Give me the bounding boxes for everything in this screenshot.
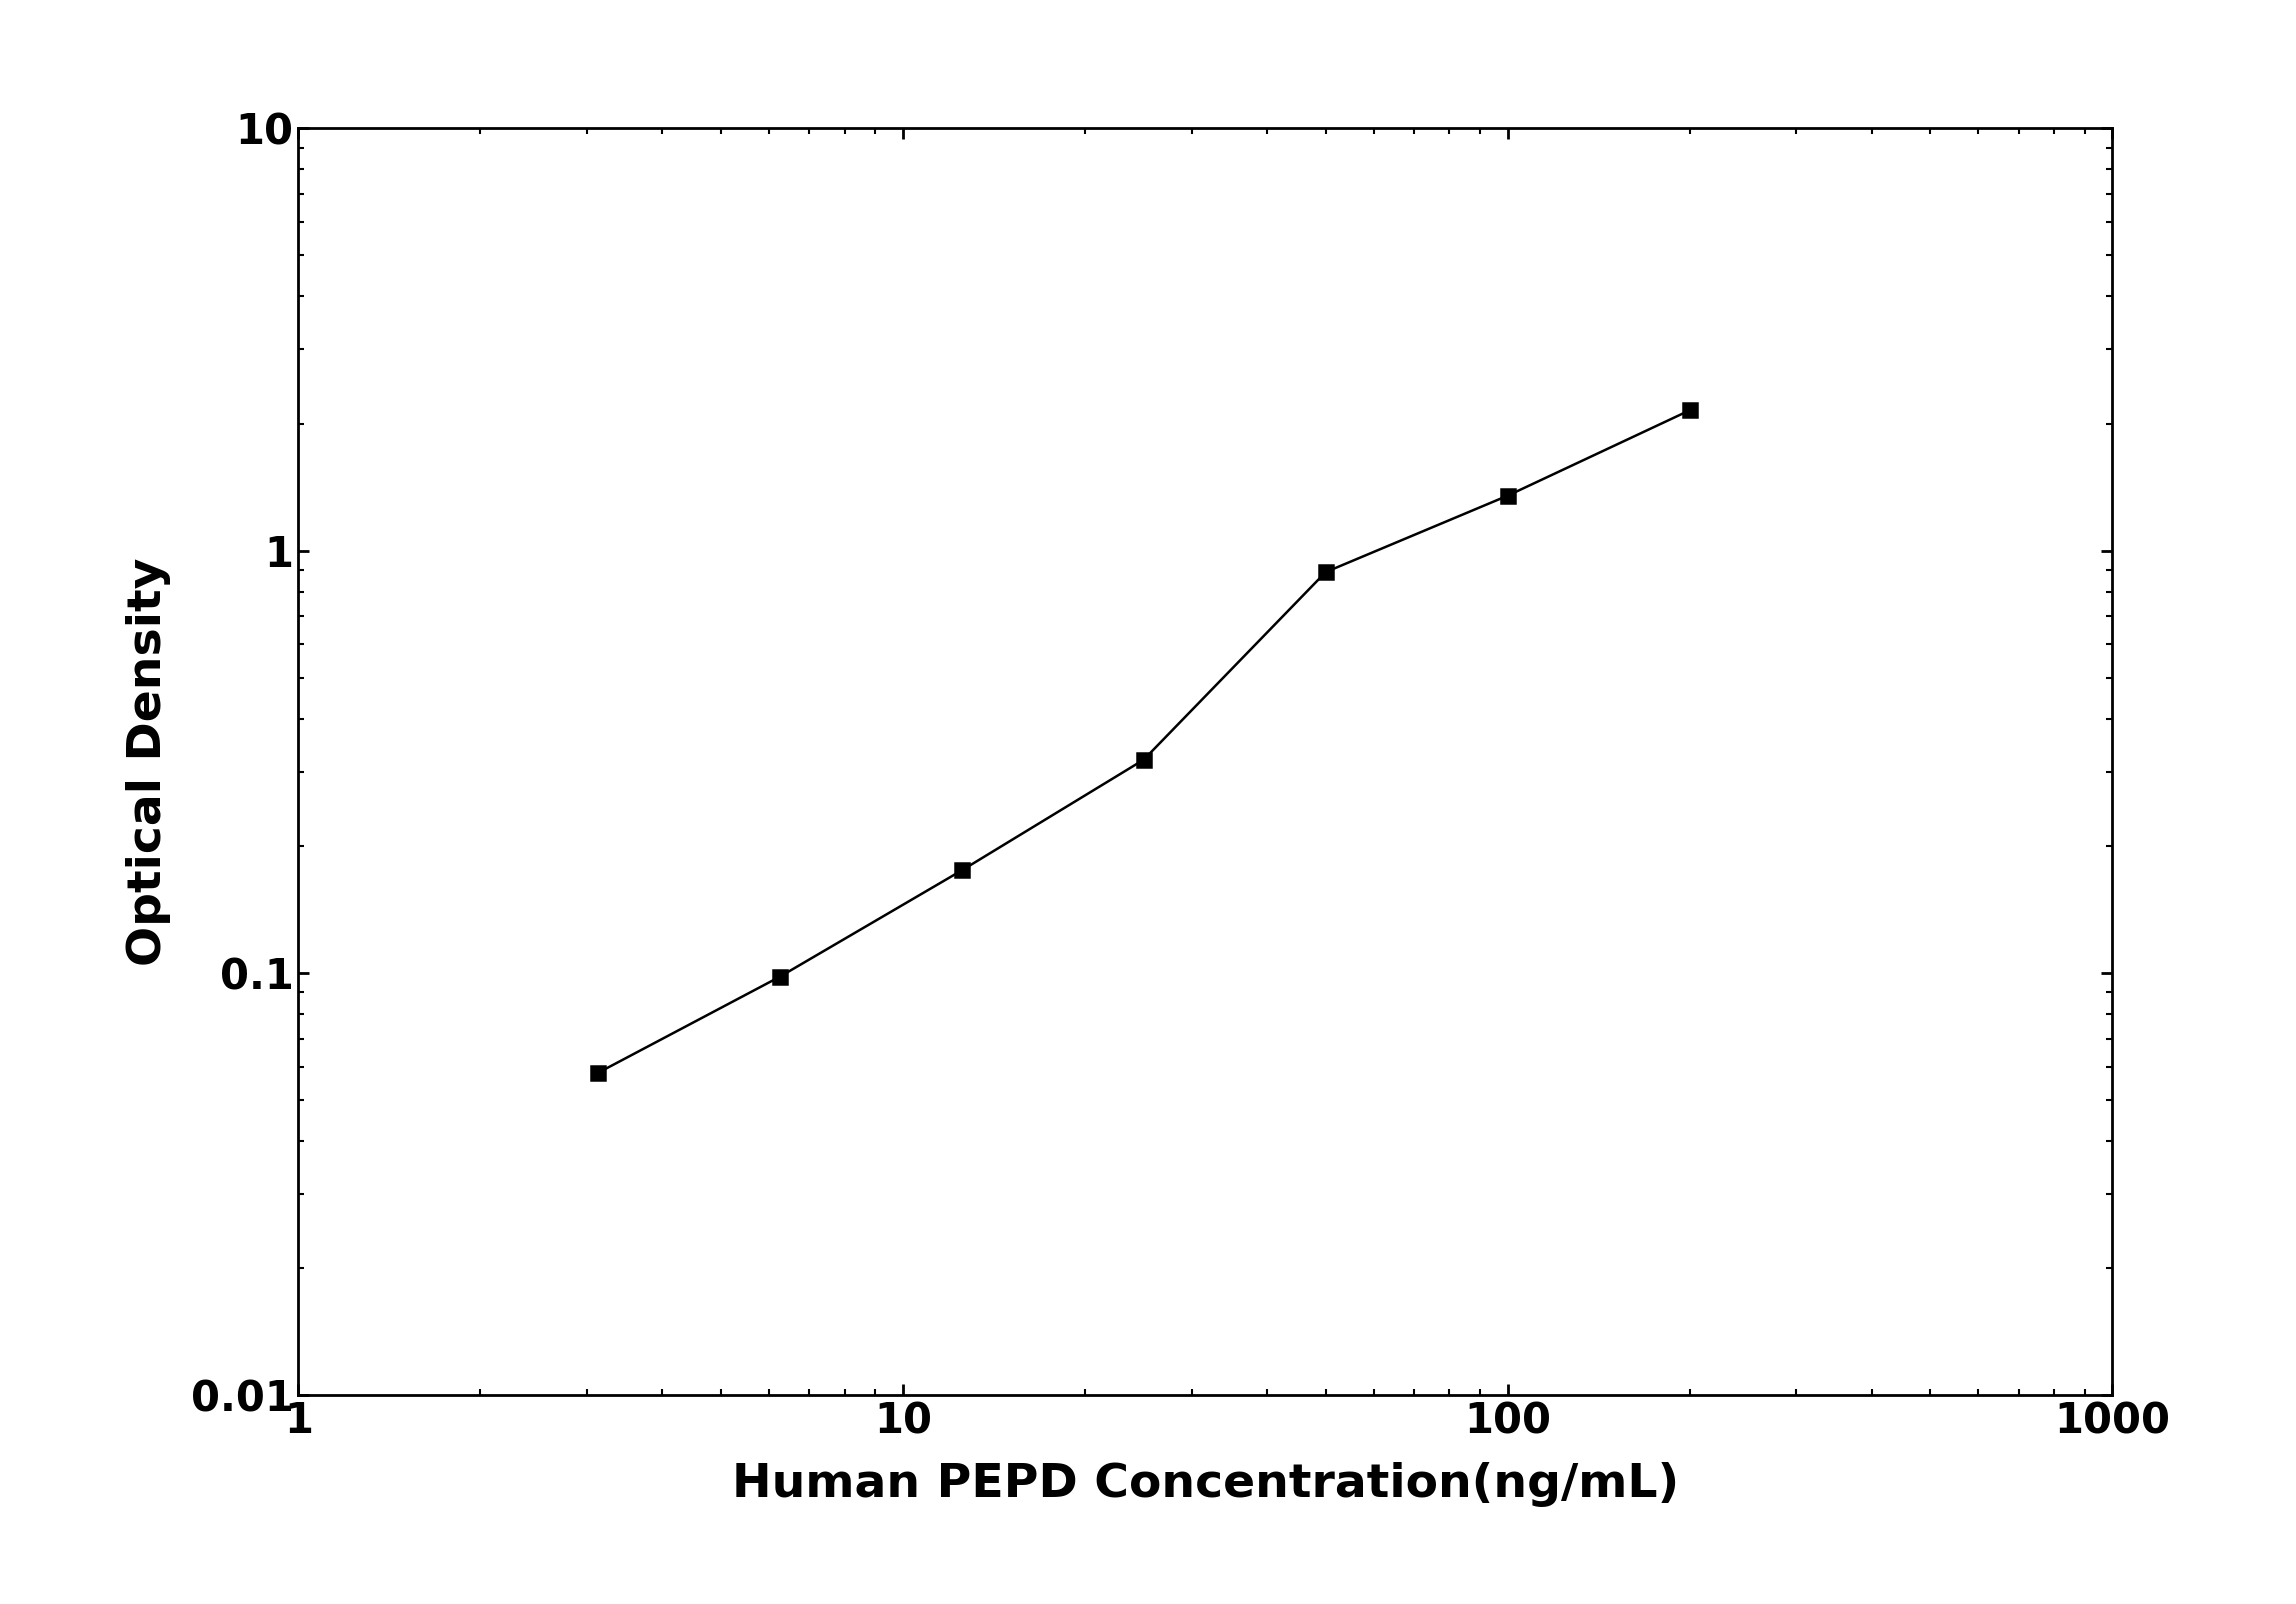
Y-axis label: Optical Density: Optical Density <box>126 558 172 966</box>
X-axis label: Human PEPD Concentration(ng/mL): Human PEPD Concentration(ng/mL) <box>732 1461 1678 1506</box>
